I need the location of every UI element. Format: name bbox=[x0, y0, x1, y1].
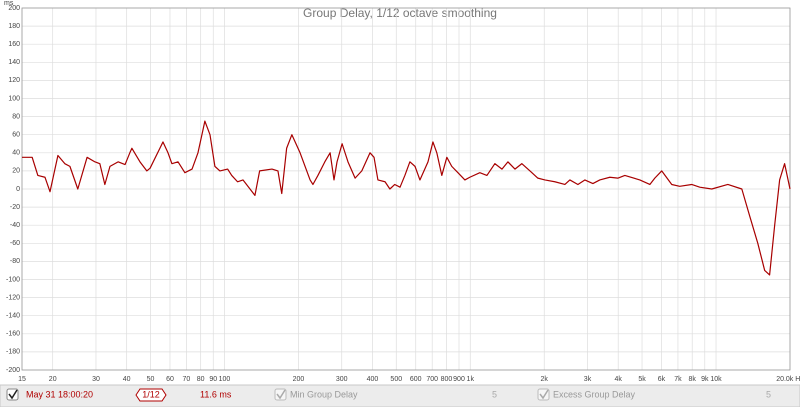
y-tick-label: -160 bbox=[6, 331, 20, 338]
check-mark bbox=[276, 389, 286, 400]
control-label: Excess Group Delay bbox=[553, 389, 636, 399]
x-tick-label: 400 bbox=[367, 376, 379, 383]
x-tick-label: 15 bbox=[18, 376, 26, 383]
check-mark bbox=[8, 389, 18, 400]
y-tick-label: 140 bbox=[8, 59, 20, 66]
x-tick-label: 700 bbox=[426, 376, 438, 383]
y-tick-label: -140 bbox=[6, 313, 20, 320]
grid bbox=[21, 7, 791, 371]
y-tick-label: 60 bbox=[12, 132, 20, 139]
control-value: 5 bbox=[492, 389, 497, 399]
x-tick-label: 600 bbox=[410, 376, 422, 383]
x-tick-label: 800 bbox=[441, 376, 453, 383]
y-tick-label: 100 bbox=[8, 95, 20, 102]
y-tick-label: 0 bbox=[16, 186, 20, 193]
check-mark bbox=[539, 389, 549, 400]
control-value: 5 bbox=[766, 389, 771, 399]
min-group-delay-checkbox[interactable] bbox=[274, 388, 287, 401]
x-tick-label: 90 bbox=[209, 376, 217, 383]
x-tick-label: 30 bbox=[92, 376, 100, 383]
x-tick-label: 8k bbox=[688, 376, 696, 383]
measurement-checkbox[interactable] bbox=[6, 388, 19, 401]
y-tick-label: -60 bbox=[10, 240, 20, 247]
y-tick-label: 120 bbox=[8, 77, 20, 84]
series-line bbox=[22, 120, 791, 276]
x-tick-label: 3k bbox=[584, 376, 592, 383]
y-tick-label: 200 bbox=[8, 5, 20, 12]
x-tick-label: 900 bbox=[453, 376, 465, 383]
x-tick-label: 2k bbox=[541, 376, 549, 383]
x-tick-label: 100 bbox=[219, 376, 231, 383]
x-tick-label: 4k bbox=[615, 376, 623, 383]
delay-value: 11.6 ms bbox=[200, 389, 232, 399]
y-tick-label: 20 bbox=[12, 168, 20, 175]
y-tick-label: -120 bbox=[6, 294, 20, 301]
y-tick-label: 40 bbox=[12, 150, 20, 157]
measurement-date: May 31 18:00:20 bbox=[26, 389, 93, 399]
x-tick-label: 500 bbox=[390, 376, 402, 383]
plot bbox=[22, 120, 791, 276]
y-tick-label: -180 bbox=[6, 349, 20, 356]
x-tick-label: 7k bbox=[674, 376, 682, 383]
x-tick-label: 60 bbox=[166, 376, 174, 383]
y-tick-label: -200 bbox=[6, 367, 20, 374]
x-tick-label: 20.0k Hz bbox=[776, 376, 800, 383]
smoothing-badge[interactable] bbox=[135, 388, 167, 402]
x-tick-label: 40 bbox=[123, 376, 131, 383]
x-tick-label: 80 bbox=[197, 376, 205, 383]
y-tick-label: -40 bbox=[10, 222, 20, 229]
smoothing-label: 1/12 bbox=[142, 389, 160, 399]
bottom-bar bbox=[0, 384, 800, 408]
y-tick-label: -20 bbox=[10, 204, 20, 211]
x-tick-label: 9k bbox=[701, 376, 709, 383]
x-tick-label: 200 bbox=[293, 376, 305, 383]
x-tick-label: 300 bbox=[336, 376, 348, 383]
excess-group-delay-checkbox[interactable] bbox=[537, 388, 550, 401]
x-tick-label: 50 bbox=[147, 376, 155, 383]
x-tick-label: 1k bbox=[467, 376, 475, 383]
x-tick-label: 6k bbox=[658, 376, 666, 383]
chart-title: Group Delay, 1/12 octave smoothing bbox=[303, 6, 497, 20]
x-tick-label: 20 bbox=[49, 376, 57, 383]
y-unit: ms bbox=[4, 0, 14, 7]
y-tick-label: -80 bbox=[10, 258, 20, 265]
control-label: Min Group Delay bbox=[290, 389, 358, 399]
y-tick-label: 80 bbox=[12, 113, 20, 120]
x-tick-label: 70 bbox=[183, 376, 191, 383]
y-tick-label: 180 bbox=[8, 23, 20, 30]
x-tick-label: 10k bbox=[710, 376, 722, 383]
y-tick-label: -100 bbox=[6, 276, 20, 283]
x-tick-label: 5k bbox=[638, 376, 646, 383]
y-tick-label: 160 bbox=[8, 41, 20, 48]
